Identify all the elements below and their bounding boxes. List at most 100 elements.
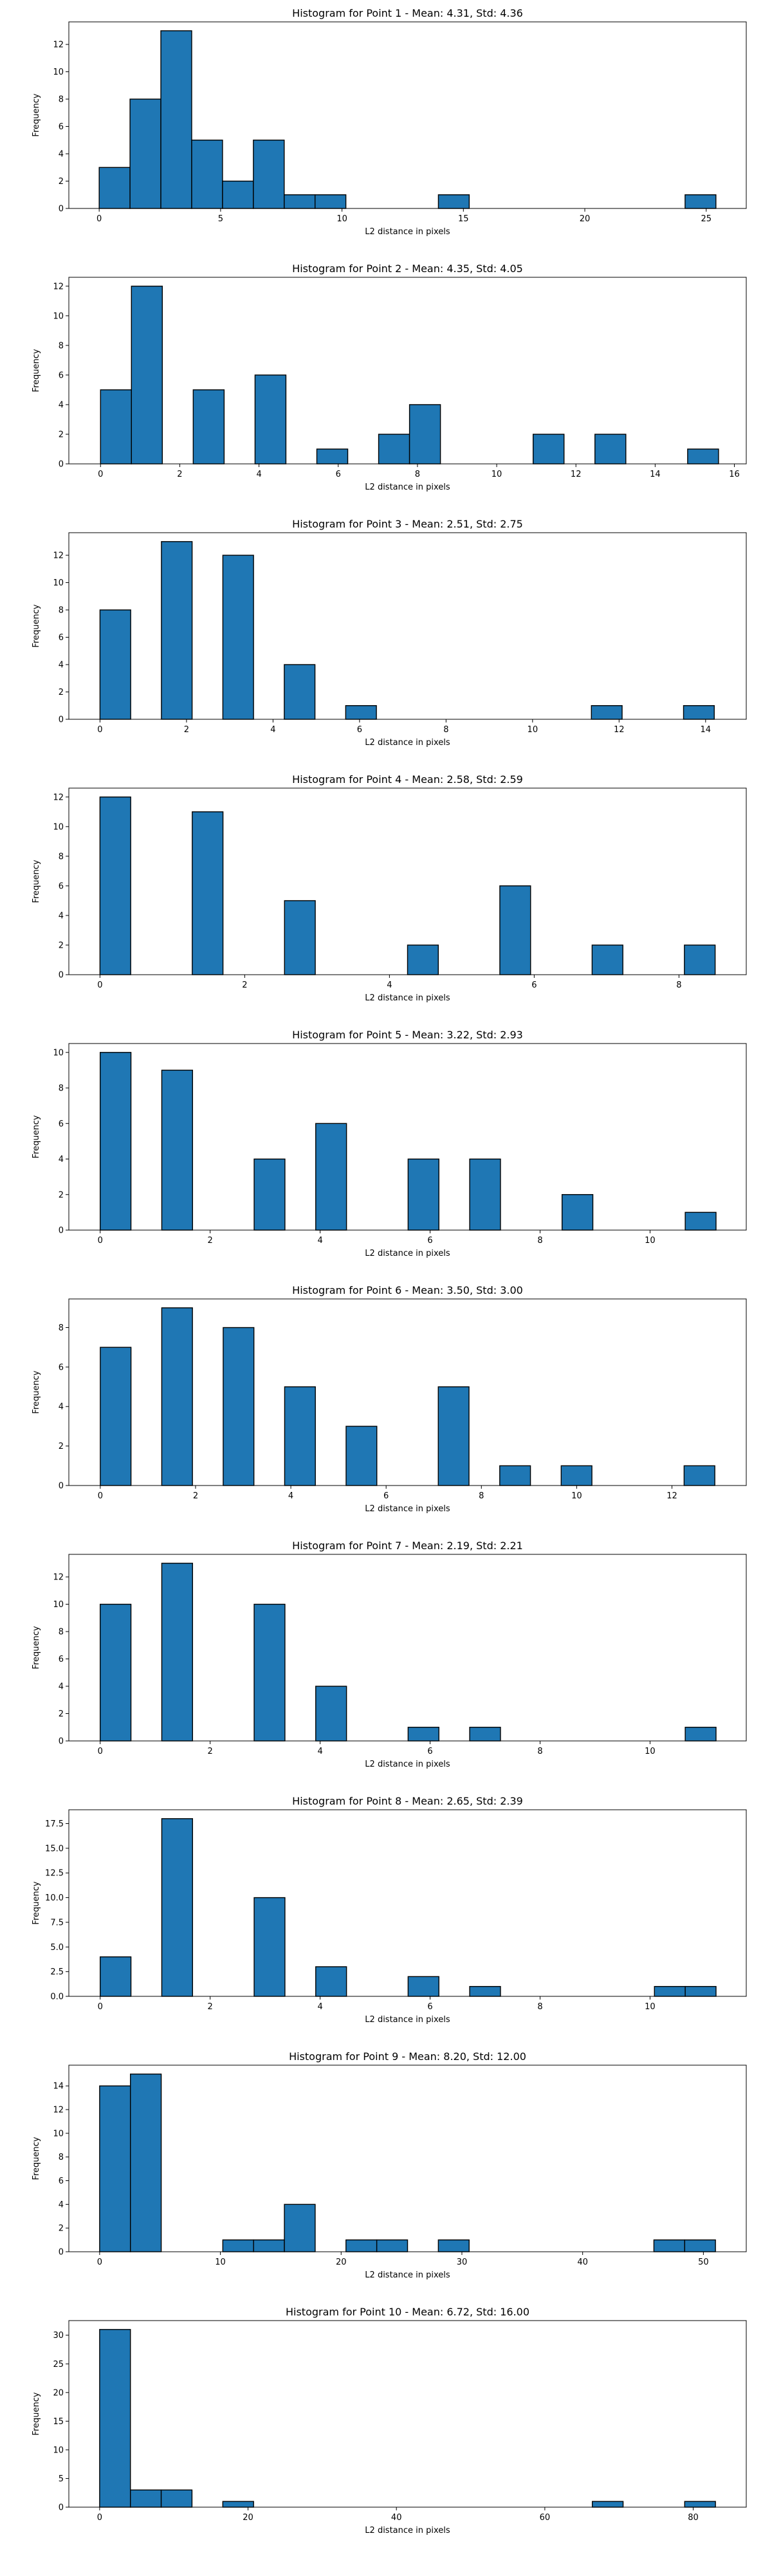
x-axis-label: L2 distance in pixels [365,227,450,237]
y-tick-label: 0 [59,1482,64,1491]
histogram-bar [469,1727,501,1742]
histogram-point-2: Histogram for Point 2 - Mean: 4.35, Std:… [32,262,747,492]
y-tick-label: 2.5 [50,1967,64,1977]
x-tick-label: 60 [540,2513,551,2523]
x-tick-label: 2 [193,1491,198,1501]
y-tick-label: 10 [53,822,64,832]
x-tick-label: 8 [537,2002,542,2012]
chart-title: Histogram for Point 2 - Mean: 4.35, Std:… [292,262,523,275]
histogram-bar [161,541,193,720]
histogram-bar [100,1603,132,1742]
x-tick-label: 20 [243,2513,253,2523]
histogram-bar [130,2489,162,2508]
plot-frame [68,1043,747,1231]
y-tick-label: 0.0 [50,1992,64,2002]
histogram-bar [684,2501,716,2508]
histogram-bar [100,1347,132,1486]
chart-title: Histogram for Point 10 - Mean: 6.72, Std… [286,2306,529,2318]
y-tick-label: 15.0 [45,1844,64,1854]
y-tick-label: 5.0 [50,1943,64,1953]
x-tick-label: 25 [701,214,712,224]
y-tick-label: 5 [59,2474,64,2484]
y-tick-label: 8 [59,1628,64,1637]
histogram-bar [376,2239,409,2252]
histogram-bar [160,30,192,209]
x-tick-label: 6 [357,725,362,735]
y-tick-label: 0 [59,715,64,725]
x-tick-label: 2 [177,470,182,479]
x-tick-label: 14 [650,470,661,479]
y-tick-label: 0 [59,1226,64,1236]
y-tick-label: 10 [53,68,64,77]
histogram-bar [315,1966,347,1997]
histogram-bar [253,1158,286,1231]
histogram-bar [222,2501,254,2508]
plot-frame [68,1554,747,1742]
x-tick-label: 10 [215,2258,226,2267]
y-tick-label: 2 [59,430,64,439]
plot-frame [68,1809,747,1997]
y-tick-label: 0 [59,2503,64,2513]
histogram-bar [345,1426,378,1486]
y-tick-label: 6 [59,1655,64,1664]
x-tick-label: 6 [427,1236,432,1246]
x-tick-label: 14 [701,725,712,735]
x-tick-label: 50 [698,2258,709,2267]
histogram-bar [653,2239,685,2252]
histogram-bar [533,434,565,465]
y-tick-label: 20 [53,2388,64,2398]
histogram-bar [100,389,132,465]
histogram-bar [407,1976,439,1997]
histogram-bar [284,900,316,975]
x-axis-label: L2 distance in pixels [365,1760,450,1769]
chart-title: Histogram for Point 8 - Mean: 2.65, Std:… [292,1795,523,1807]
y-tick-label: 2 [59,2224,64,2234]
plot-frame [68,277,747,465]
y-tick-label: 0 [59,1737,64,1747]
y-tick-label: 17.5 [45,1819,64,1829]
histogram-bar [437,2239,470,2252]
y-tick-label: 2 [59,1190,64,1200]
x-tick-label: 0 [97,725,102,735]
y-tick-label: 10 [53,578,64,588]
y-axis-label: Frequency [32,2392,41,2435]
y-tick-label: 6 [59,2176,64,2186]
y-tick-label: 25 [53,2360,64,2369]
y-tick-label: 10.0 [45,1893,64,1903]
x-tick-label: 15 [458,214,469,224]
y-tick-label: 15 [53,2417,64,2427]
y-tick-label: 8 [59,95,64,105]
histogram-bar [284,1386,316,1486]
y-tick-label: 12 [53,793,64,802]
x-tick-label: 0 [98,1236,103,1246]
histogram-bar [192,389,225,465]
y-tick-label: 6 [59,1119,64,1129]
x-tick-label: 2 [208,1747,213,1756]
y-tick-label: 12.5 [45,1869,64,1879]
histogram-bar [407,1158,439,1231]
histogram-bar [284,194,316,209]
histogram-bar [469,1985,501,1997]
x-tick-label: 0 [97,2258,102,2267]
histogram-bar [407,1727,439,1742]
y-tick-label: 2 [59,688,64,697]
y-tick-label: 10 [53,1600,64,1610]
x-tick-label: 10 [645,1236,656,1246]
histogram-bar [499,1465,531,1486]
histogram-bar [469,1158,501,1231]
chart-title: Histogram for Point 5 - Mean: 3.22, Std:… [292,1029,523,1041]
y-tick-label: 4 [59,661,64,670]
histogram-point-3: Histogram for Point 3 - Mean: 2.51, Std:… [32,518,747,748]
x-tick-label: 8 [537,1747,542,1756]
histogram-bar [161,1069,194,1231]
y-axis-label: Frequency [32,1626,41,1669]
histogram-bar [222,180,254,209]
x-tick-label: 10 [528,725,538,735]
histogram-bar [253,1897,286,1997]
histogram-bar [99,2329,131,2508]
y-axis-label: Frequency [32,1115,41,1158]
histogram-point-10: Histogram for Point 10 - Mean: 6.72, Std… [32,2306,747,2535]
x-tick-label: 6 [336,470,341,479]
histogram-bar [345,705,377,720]
histogram-bar [685,1211,717,1231]
